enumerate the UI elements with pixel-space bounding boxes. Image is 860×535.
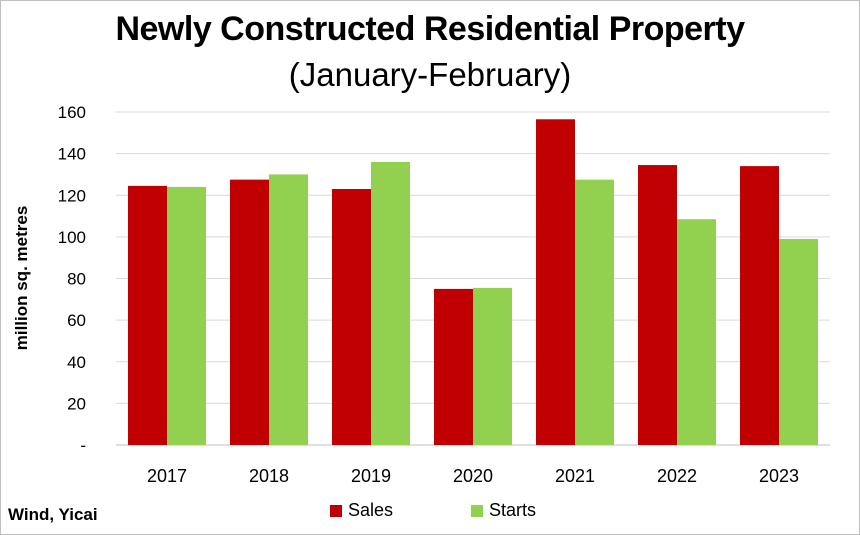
bar-sales-2019 (332, 189, 371, 445)
bar-sales-2018 (230, 179, 269, 445)
bar-starts-2020 (473, 287, 512, 445)
y-tick-label: 100 (58, 228, 86, 247)
x-tick-label: 2020 (453, 466, 493, 486)
bar-starts-2022 (677, 219, 716, 445)
bar-sales-2020 (434, 288, 473, 445)
legend-swatch (471, 504, 483, 517)
chart-legend: Sales Starts (0, 500, 860, 524)
y-tick-label: - (80, 436, 86, 455)
bar-sales-2023 (740, 166, 779, 446)
x-tick-label: 2019 (351, 466, 391, 486)
bar-starts-2018 (269, 174, 308, 445)
bar-starts-2019 (371, 161, 410, 445)
legend-swatch (330, 504, 342, 517)
chart-subtitle: (January-February) (288, 56, 572, 93)
y-tick-label: 140 (58, 145, 86, 164)
y-tick-label: 160 (58, 103, 86, 122)
bar-sales-2022 (638, 165, 677, 445)
bar-starts-2023 (779, 238, 818, 445)
y-tick-label: 20 (67, 394, 86, 413)
legend-label: Starts (489, 500, 537, 520)
source-note: Wind, Yicai (8, 505, 98, 524)
y-tick-label: 40 (67, 353, 86, 372)
bar-starts-2017 (167, 186, 206, 446)
x-tick-label: 2018 (249, 466, 289, 486)
chart-title: Newly Constructed Residential Property (115, 10, 745, 48)
x-tick-label: 2021 (555, 466, 595, 486)
x-tick-label: 2023 (759, 466, 799, 486)
y-tick-label: 60 (67, 311, 86, 330)
legend-item-starts: Starts (471, 500, 536, 521)
y-tick-label: 80 (67, 270, 86, 289)
legend-item-sales: Sales (330, 500, 393, 521)
legend-label: Sales (348, 500, 394, 520)
x-tick-label: 2022 (657, 466, 697, 486)
bar-sales-2017 (128, 185, 167, 445)
x-tick-label: 2017 (147, 466, 187, 486)
bar-sales-2021 (536, 119, 575, 446)
bar-starts-2021 (575, 179, 614, 445)
y-tick-label: 120 (58, 186, 86, 205)
